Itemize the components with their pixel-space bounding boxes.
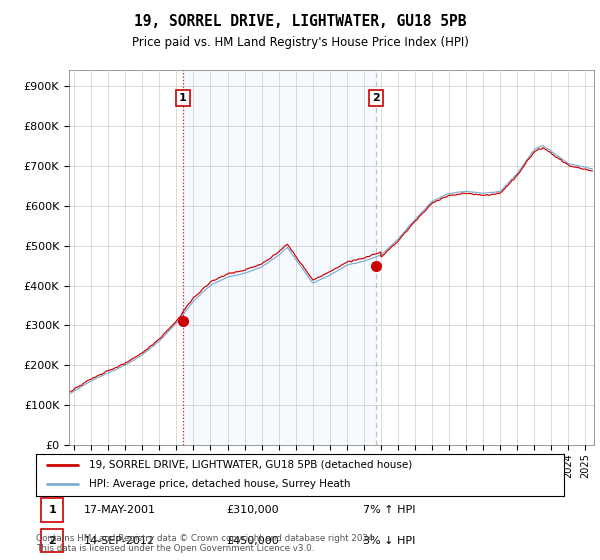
- Bar: [183, 70, 376, 445]
- Text: 3% ↓ HPI: 3% ↓ HPI: [364, 536, 416, 545]
- Text: 17-MAY-2001: 17-MAY-2001: [83, 505, 155, 515]
- Text: 2: 2: [49, 536, 56, 545]
- Text: HPI: Average price, detached house, Surrey Heath: HPI: Average price, detached house, Surr…: [89, 479, 350, 489]
- Bar: [41, 498, 64, 521]
- Text: £310,000: £310,000: [226, 505, 279, 515]
- Text: 1: 1: [49, 505, 56, 515]
- Text: 14-SEP-2012: 14-SEP-2012: [83, 536, 155, 545]
- Text: Contains HM Land Registry data © Crown copyright and database right 2024.
This d: Contains HM Land Registry data © Crown c…: [36, 534, 376, 553]
- Text: 19, SORREL DRIVE, LIGHTWATER, GU18 5PB (detached house): 19, SORREL DRIVE, LIGHTWATER, GU18 5PB (…: [89, 460, 412, 470]
- Text: 19, SORREL DRIVE, LIGHTWATER, GU18 5PB: 19, SORREL DRIVE, LIGHTWATER, GU18 5PB: [134, 14, 466, 29]
- Text: 2: 2: [372, 93, 380, 103]
- Text: £450,000: £450,000: [226, 536, 279, 545]
- Bar: [41, 529, 64, 552]
- Text: Price paid vs. HM Land Registry's House Price Index (HPI): Price paid vs. HM Land Registry's House …: [131, 36, 469, 49]
- Text: 7% ↑ HPI: 7% ↑ HPI: [364, 505, 416, 515]
- Text: 1: 1: [179, 93, 187, 103]
